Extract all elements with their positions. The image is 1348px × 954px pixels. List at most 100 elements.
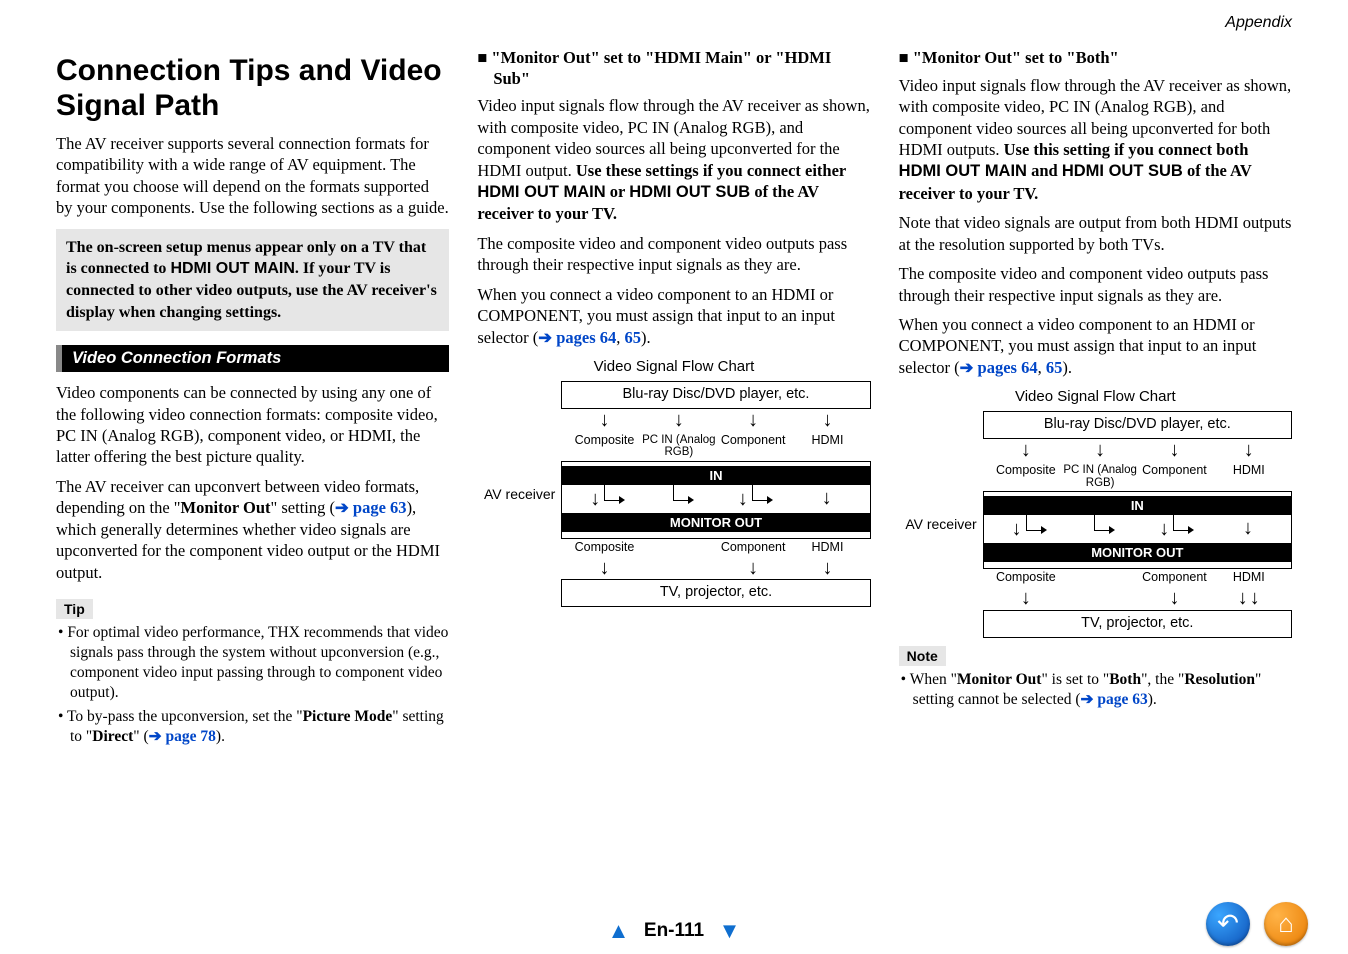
c3-para3: When you connect a video component to an…: [899, 314, 1292, 378]
arrow-down-icon: ↓: [1021, 442, 1031, 458]
sink-box: TV, projector, etc.: [983, 610, 1292, 638]
in-band: IN: [984, 496, 1291, 515]
t: When ": [910, 671, 957, 688]
t: Use this setting if you connect both: [1004, 140, 1249, 159]
av-receiver-label: AV receiver: [477, 486, 561, 502]
t: HDMI OUT SUB: [629, 183, 750, 201]
tip-item-2: To by-pass the upconversion, set the "Pi…: [56, 707, 449, 747]
t: ", the ": [1141, 671, 1184, 688]
next-page-icon[interactable]: ▼: [719, 918, 741, 943]
t: ,: [616, 328, 624, 347]
t: ).: [1148, 691, 1157, 708]
out-label: HDMI: [1212, 571, 1286, 585]
appendix-label: Appendix: [1225, 14, 1292, 32]
para-formats: Video components can be connected by usi…: [56, 382, 449, 468]
in-label: Composite: [989, 464, 1063, 478]
arrow-down-icon: ↓: [822, 412, 832, 428]
link-pages-64[interactable]: ➔ pages 64: [538, 328, 616, 347]
diagram-title: Video Signal Flow Chart: [477, 358, 870, 375]
page-number: En-111: [644, 920, 704, 941]
in-label: Component: [716, 434, 790, 448]
routing-arrow-icon: [1094, 515, 1110, 531]
intro-paragraph: The AV receiver supports several connect…: [56, 133, 449, 219]
subhead-both: "Monitor Out" set to "Both": [899, 48, 1292, 69]
arrow-down-icon: ↓: [748, 560, 758, 576]
t: ).: [1062, 358, 1072, 377]
arrow-down-icon: ↓: [590, 491, 600, 507]
signal-flow-diagram-2: Video Signal Flow Chart AV receiver Blu-…: [899, 388, 1292, 637]
column-3: "Monitor Out" set to "Both" Video input …: [899, 20, 1292, 750]
t: Both: [1109, 671, 1141, 688]
t: Use these settings if you connect either: [576, 161, 846, 180]
receiver-box: IN ↓ ↓ ↓ MONITOR OUT: [561, 461, 870, 539]
signal-flow-diagram-1: Video Signal Flow Chart AV receiver Blu-…: [477, 358, 870, 607]
para-upconvert: The AV receiver can upconvert between vi…: [56, 476, 449, 583]
section-header-bar: Video Connection Formats: [56, 345, 449, 372]
arrow-down-icon: ↓: [1243, 520, 1253, 536]
t: When you connect a video component to an…: [477, 285, 835, 347]
t: " (: [133, 728, 148, 745]
out-band: MONITOR OUT: [984, 543, 1291, 562]
link-page-78[interactable]: ➔ page 78: [149, 728, 216, 745]
link-pages-64-b[interactable]: ➔ pages 64: [960, 358, 1038, 377]
in-band: IN: [562, 466, 869, 485]
arrow-down-icon: ↓: [1159, 521, 1169, 537]
routing-arrow-icon: [673, 485, 689, 501]
t: HDMI OUT SUB: [1062, 162, 1183, 180]
c3-para-note: Note that video signals are output from …: [899, 212, 1292, 255]
in-label: PC IN (Analog RGB): [1063, 464, 1137, 489]
c2-para2: The composite video and component video …: [477, 233, 870, 276]
out-label: HDMI: [790, 541, 864, 555]
in-label: PC IN (Analog RGB): [642, 434, 716, 459]
t: ).: [641, 328, 651, 347]
home-icon[interactable]: ⌂: [1264, 902, 1308, 946]
out-band: MONITOR OUT: [562, 513, 869, 532]
c2-para3: When you connect a video component to an…: [477, 284, 870, 348]
column-2: "Monitor Out" set to "HDMI Main" or "HDM…: [477, 20, 870, 750]
source-box: Blu-ray Disc/DVD player, etc.: [561, 381, 870, 409]
arrow-down-icon: ↓: [599, 560, 609, 576]
t: Resolution: [1184, 671, 1255, 688]
source-box: Blu-ray Disc/DVD player, etc.: [983, 411, 1292, 439]
sink-box: TV, projector, etc.: [561, 579, 870, 607]
arrow-down-icon: ↓: [1095, 442, 1105, 458]
link-pages-65-b[interactable]: 65: [1046, 358, 1063, 377]
routing-arrow-icon: [1173, 515, 1189, 531]
tip-list: For optimal video performance, THX recom…: [56, 623, 449, 747]
arrow-down-icon: ↓: [748, 412, 758, 428]
arrow-down-icon: ↓: [738, 491, 748, 507]
link-page-63-b[interactable]: ➔ page 63: [1081, 691, 1148, 708]
subhead-hdmi-main-sub: "Monitor Out" set to "HDMI Main" or "HDM…: [477, 48, 870, 89]
note-item: When "Monitor Out" is set to "Both", the…: [899, 670, 1292, 710]
shaded-note-box: The on-screen setup menus appear only on…: [56, 229, 449, 331]
arrow-down-icon: ↓: [1244, 442, 1254, 458]
back-icon[interactable]: ↶: [1206, 902, 1250, 946]
routing-arrow-icon: [752, 485, 768, 501]
t: or: [606, 182, 630, 201]
av-receiver-label: AV receiver: [899, 516, 983, 532]
prev-page-icon[interactable]: ▲: [608, 918, 630, 943]
receiver-box: IN ↓ ↓ ↓ MONITOR OUT: [983, 491, 1292, 569]
out-label: Component: [1137, 571, 1211, 585]
c3-para2: The composite video and component video …: [899, 263, 1292, 306]
c2-para1: Video input signals flow through the AV …: [477, 95, 870, 225]
t: HDMI OUT MAIN: [899, 162, 1027, 180]
page-content: Connection Tips and Video Signal Path Th…: [0, 0, 1348, 750]
t: To by-pass the upconversion, set the ": [67, 708, 303, 725]
page-footer: ▲ En-111 ▼: [0, 918, 1348, 944]
arrow-down-icon: ↓: [1021, 590, 1031, 606]
main-title: Connection Tips and Video Signal Path: [56, 54, 449, 123]
tip-item-1: For optimal video performance, THX recom…: [56, 623, 449, 704]
routing-arrow-icon: [604, 485, 620, 501]
routing-arrow-icon: [1026, 515, 1042, 531]
double-arrow-down-icon: ↓↓: [1238, 589, 1260, 607]
t: and: [1027, 161, 1062, 180]
link-pages-65[interactable]: 65: [625, 328, 642, 347]
arrow-down-icon: ↓: [599, 412, 609, 428]
in-label: Composite: [567, 434, 641, 448]
arrow-down-icon: ↓: [1012, 521, 1022, 537]
arrow-down-icon: ↓: [1169, 590, 1179, 606]
t: Picture Mode: [303, 708, 393, 725]
link-page-63[interactable]: ➔ page 63: [335, 498, 407, 517]
t: When you connect a video component to an…: [899, 315, 1257, 377]
